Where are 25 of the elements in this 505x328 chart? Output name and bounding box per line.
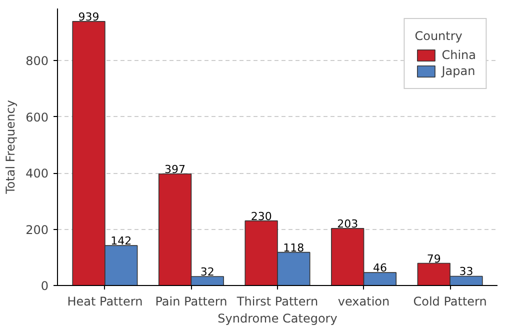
x-tick-label: Cold Pattern bbox=[413, 294, 487, 308]
data-label: 79 bbox=[426, 252, 441, 266]
y-axis-title: Total Frequency bbox=[4, 100, 18, 195]
data-label: 203 bbox=[337, 217, 358, 230]
data-label: 33 bbox=[459, 265, 474, 278]
y-tick-label: 400 bbox=[26, 166, 48, 181]
data-label: 118 bbox=[283, 241, 304, 254]
data-label: 939 bbox=[78, 10, 100, 24]
y-tick-label: 600 bbox=[26, 110, 48, 124]
data-label: 230 bbox=[250, 210, 272, 223]
x-tick-label: Thirst Pattern bbox=[236, 294, 318, 308]
legend-label: Japan bbox=[442, 64, 476, 78]
legend-label: China bbox=[442, 48, 476, 62]
y-tick-label: 200 bbox=[26, 222, 48, 237]
x-tick-label: Pain Pattern bbox=[155, 294, 228, 308]
data-label: 46 bbox=[372, 262, 387, 275]
legend-title: Country bbox=[414, 29, 464, 43]
x-tick-label: vexation bbox=[338, 294, 390, 308]
x-axis-title: Syndrome Category bbox=[218, 312, 338, 326]
data-label: 397 bbox=[164, 162, 186, 176]
y-tick-label: 800 bbox=[26, 54, 48, 68]
y-tick-label: 0 bbox=[40, 279, 49, 293]
data-label: 142 bbox=[110, 234, 132, 248]
data-label: 32 bbox=[200, 266, 214, 278]
x-tick-label: Heat Pattern bbox=[67, 294, 143, 308]
